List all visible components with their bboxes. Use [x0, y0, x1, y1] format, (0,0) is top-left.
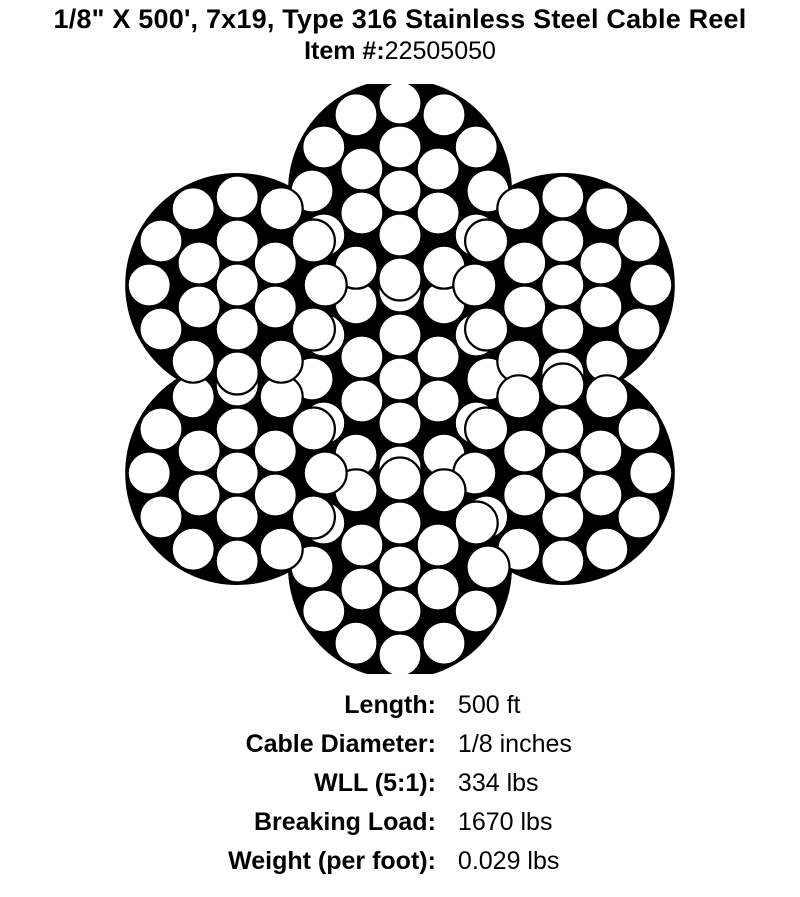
- spec-row: Breaking Load: 1670 lbs: [228, 803, 572, 842]
- spec-value: 334 lbs: [448, 764, 572, 803]
- spec-label: Breaking Load:: [228, 803, 448, 842]
- spec-row: WLL (5:1): 334 lbs: [228, 764, 572, 803]
- item-number-value: 22505050: [385, 37, 496, 65]
- spec-row: Weight (per foot): 0.029 lbs: [228, 842, 572, 881]
- spec-value: 0.029 lbs: [448, 842, 572, 881]
- spec-value: 1/8 inches: [448, 725, 572, 764]
- spec-label: Length:: [228, 686, 448, 725]
- product-spec-sheet: 1/8" X 500', 7x19, Type 316 Stainless St…: [0, 0, 800, 881]
- spec-value: 500 ft: [448, 686, 572, 725]
- spec-value: 1670 lbs: [448, 803, 572, 842]
- spec-table: Length: 500 ft Cable Diameter: 1/8 inche…: [228, 686, 572, 881]
- spec-row: Length: 500 ft: [228, 686, 572, 725]
- cable-cross-section-diagram: [80, 84, 720, 674]
- spec-label: Cable Diameter:: [228, 725, 448, 764]
- product-title: 1/8" X 500', 7x19, Type 316 Stainless St…: [54, 4, 747, 35]
- spec-label: WLL (5:1):: [228, 764, 448, 803]
- cable-cross-section-svg: [80, 84, 720, 674]
- spec-row: Cable Diameter: 1/8 inches: [228, 725, 572, 764]
- spec-label: Weight (per foot):: [228, 842, 448, 881]
- item-number-line: Item #:22505050: [304, 37, 496, 66]
- item-number-label: Item #:: [304, 37, 385, 65]
